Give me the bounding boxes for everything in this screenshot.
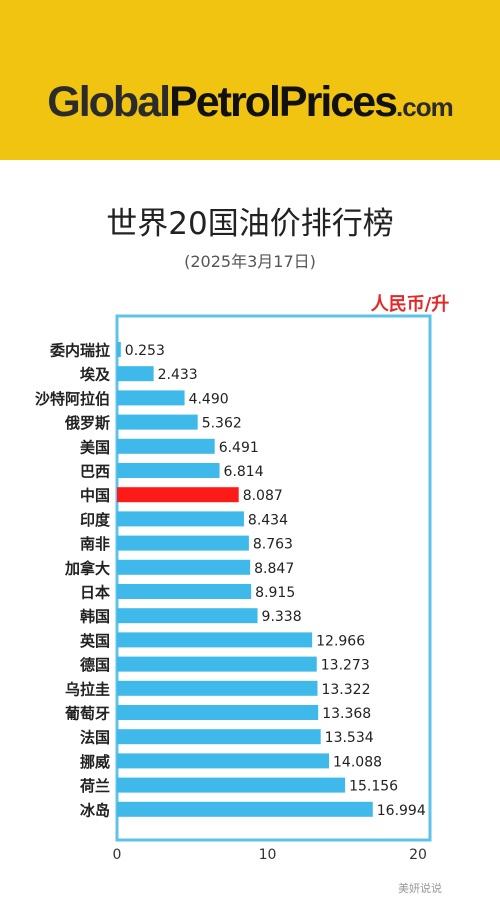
bar-1 bbox=[117, 366, 154, 382]
category-label: 日本 bbox=[80, 584, 110, 602]
x-tick-label: 10 bbox=[259, 847, 277, 863]
chart-title: 世界20国油价排行榜 bbox=[106, 206, 394, 242]
category-label: 冰岛 bbox=[80, 801, 110, 819]
logo-petrol-text: PetrolPrices bbox=[169, 78, 398, 126]
bar-10 bbox=[117, 584, 252, 599]
x-tick-label: 0 bbox=[113, 847, 122, 863]
bar-12 bbox=[117, 632, 313, 648]
value-label: 15.156 bbox=[349, 779, 398, 795]
value-label: 9.338 bbox=[262, 609, 302, 625]
chart-frame bbox=[115, 314, 432, 842]
bar-18 bbox=[117, 777, 346, 793]
category-label: 加拿大 bbox=[64, 559, 110, 577]
value-label: 8.847 bbox=[254, 561, 294, 577]
category-label: 乌拉圭 bbox=[65, 680, 110, 698]
bar-8 bbox=[117, 535, 249, 551]
value-label: 8.087 bbox=[243, 488, 283, 504]
bar-13 bbox=[117, 656, 317, 672]
value-label: 13.322 bbox=[321, 682, 370, 698]
value-label: 5.362 bbox=[202, 416, 242, 432]
value-label: 2.433 bbox=[158, 367, 198, 383]
value-label: 8.915 bbox=[255, 585, 295, 601]
category-label: 德国 bbox=[80, 656, 110, 674]
category-label: 挪威 bbox=[80, 753, 110, 771]
category-label: 法国 bbox=[80, 729, 110, 747]
category-label: 中国 bbox=[80, 487, 110, 505]
category-label: 印度 bbox=[80, 511, 111, 529]
value-label: 6.814 bbox=[224, 464, 264, 480]
category-label: 巴西 bbox=[80, 463, 110, 481]
bar-19 bbox=[117, 801, 373, 817]
bar-15 bbox=[117, 705, 319, 720]
category-label: 沙特阿拉伯 bbox=[35, 390, 110, 408]
unit-label: 人民币/升 bbox=[370, 294, 450, 315]
value-label: 6.491 bbox=[219, 440, 259, 456]
value-label: 14.088 bbox=[333, 754, 382, 770]
category-label: 南非 bbox=[80, 535, 110, 553]
value-label: 0.253 bbox=[125, 343, 165, 359]
category-label: 委内瑞拉 bbox=[50, 342, 110, 360]
value-label: 16.994 bbox=[377, 803, 426, 819]
category-label: 俄罗斯 bbox=[64, 414, 110, 432]
bar-7 bbox=[117, 511, 244, 527]
category-label: 韩国 bbox=[80, 608, 110, 626]
bar-4 bbox=[117, 438, 215, 454]
bar-3 bbox=[117, 414, 198, 430]
category-label: 荷兰 bbox=[80, 777, 110, 795]
category-label: 美国 bbox=[80, 438, 110, 456]
bar-2 bbox=[117, 390, 185, 406]
bar-11 bbox=[117, 608, 258, 624]
bar-6 bbox=[117, 487, 239, 503]
value-label: 13.273 bbox=[321, 658, 370, 674]
x-tick-label: 20 bbox=[409, 847, 427, 863]
site-logo[interactable]: GlobalPetrolPrices.com bbox=[0, 78, 500, 127]
value-label: 8.763 bbox=[253, 537, 293, 553]
value-label: 13.368 bbox=[322, 706, 371, 722]
bar-17 bbox=[117, 753, 330, 769]
logo-global-text: Global bbox=[47, 78, 171, 126]
chart-subtitle: (2025年3月17日) bbox=[184, 252, 316, 271]
bar-9 bbox=[117, 559, 251, 575]
bar-5 bbox=[117, 463, 220, 478]
bar-14 bbox=[117, 680, 318, 696]
header-banner bbox=[0, 0, 500, 160]
category-label: 英国 bbox=[80, 632, 110, 650]
value-label: 4.490 bbox=[189, 391, 229, 407]
bar-0 bbox=[117, 342, 121, 357]
bar-16 bbox=[117, 729, 321, 745]
category-label: 埃及 bbox=[80, 366, 111, 384]
watermark: 美妍说说 bbox=[398, 882, 442, 895]
category-label: 葡萄牙 bbox=[64, 705, 110, 723]
value-label: 12.966 bbox=[316, 633, 365, 649]
logo-com-text: .com bbox=[396, 92, 454, 122]
value-label: 13.534 bbox=[325, 730, 374, 746]
value-label: 8.434 bbox=[248, 512, 288, 528]
